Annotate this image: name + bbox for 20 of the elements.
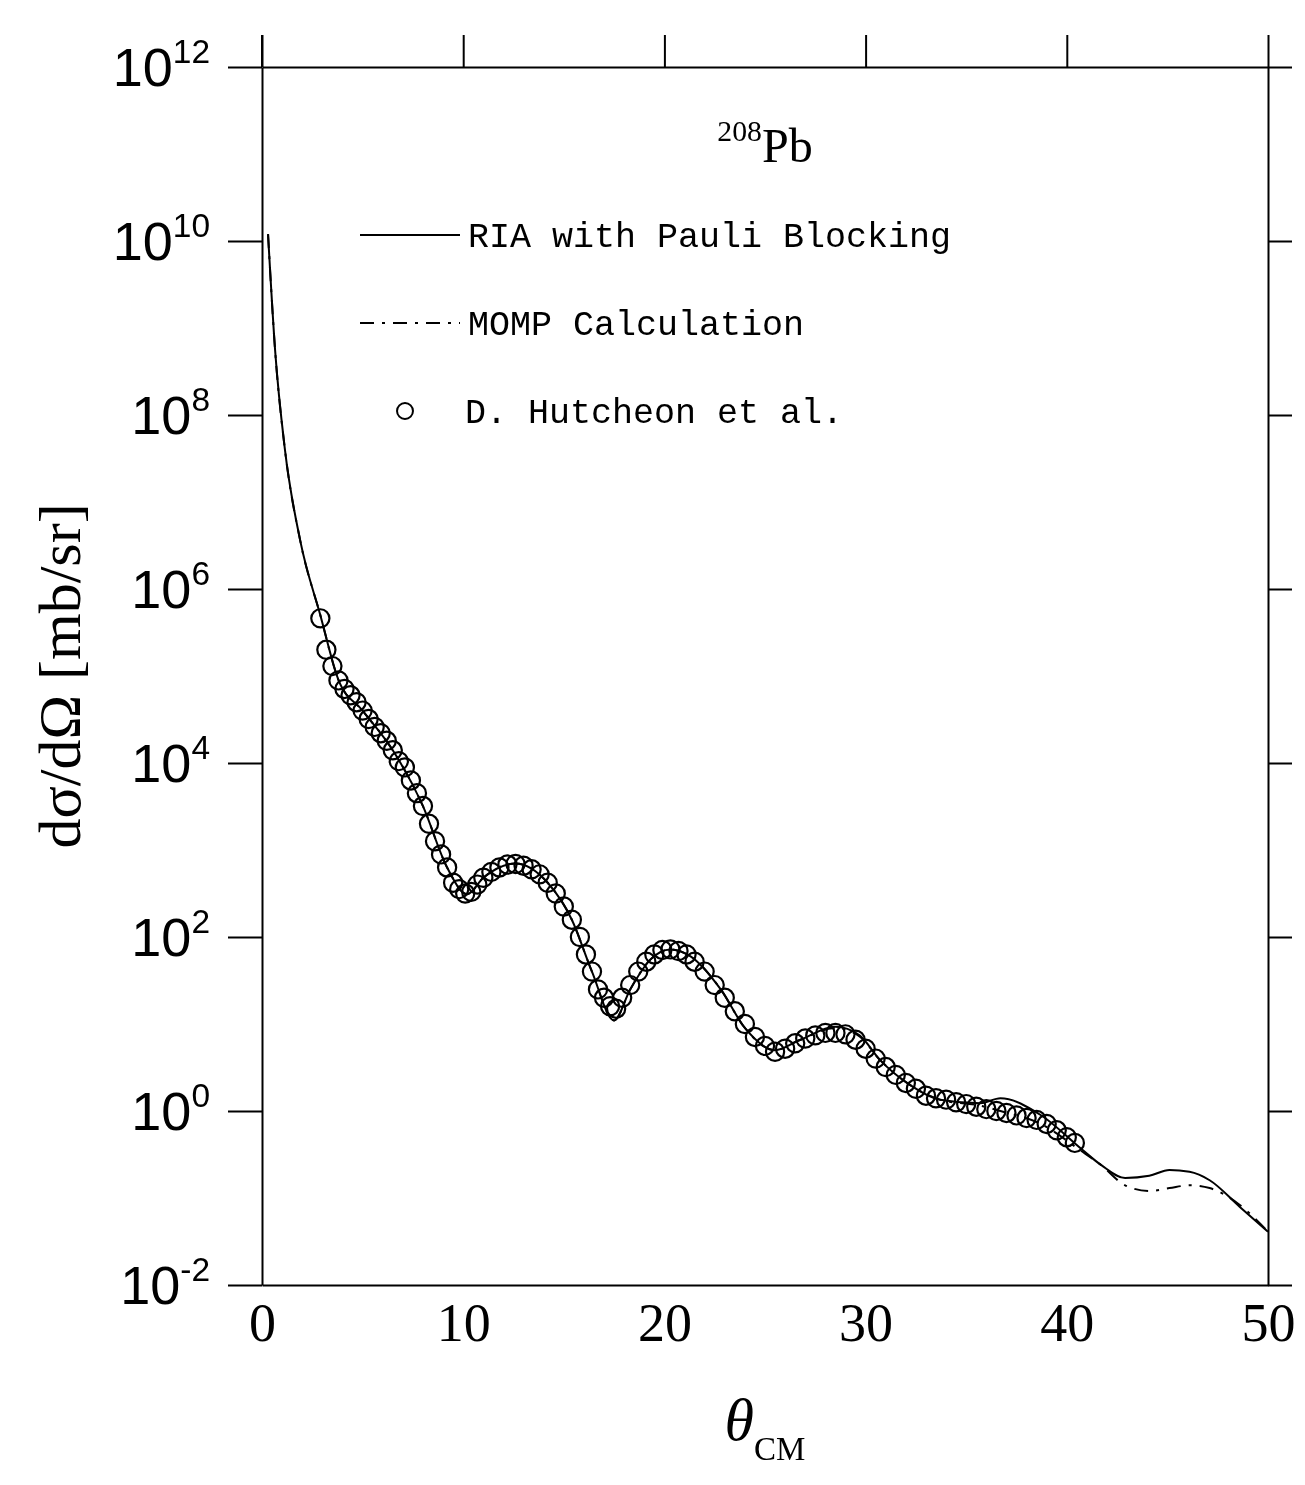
- y-tick-label: 10$^{0}$: [131, 1077, 210, 1142]
- legend-label: RIA with Pauli Blocking: [468, 218, 952, 259]
- y-axis-title: dσ/dΩ [mb/sr]: [27, 503, 93, 849]
- y-tick-label: 10$^{-2}$: [120, 1251, 210, 1316]
- legend-label: D. Hutcheon et al.: [465, 394, 844, 435]
- y-tick-label: 10$^{6}$: [131, 555, 210, 620]
- x-tick-label: 40: [1040, 1293, 1095, 1354]
- y-tick-label: 10$^{2}$: [131, 903, 210, 968]
- x-axis-title: θ$_{CM}$: [724, 1387, 806, 1467]
- legend-label: MOMP Calculation: [468, 306, 805, 347]
- x-tick-label: 30: [839, 1293, 894, 1354]
- x-tick-label: 50: [1241, 1293, 1296, 1354]
- y-tick-label: 10$^{4}$: [131, 729, 210, 794]
- x-tick-label: 20: [637, 1293, 692, 1354]
- x-tick-label: 0: [249, 1293, 276, 1354]
- y-tick-label: 10$^{8}$: [131, 381, 210, 446]
- y-tick-label: 10$^{10}$: [112, 207, 210, 272]
- x-tick-label: 10: [436, 1293, 491, 1354]
- text: $^{208}$Pb: [717, 114, 813, 172]
- y-tick-label: 10$^{12}$: [112, 33, 210, 98]
